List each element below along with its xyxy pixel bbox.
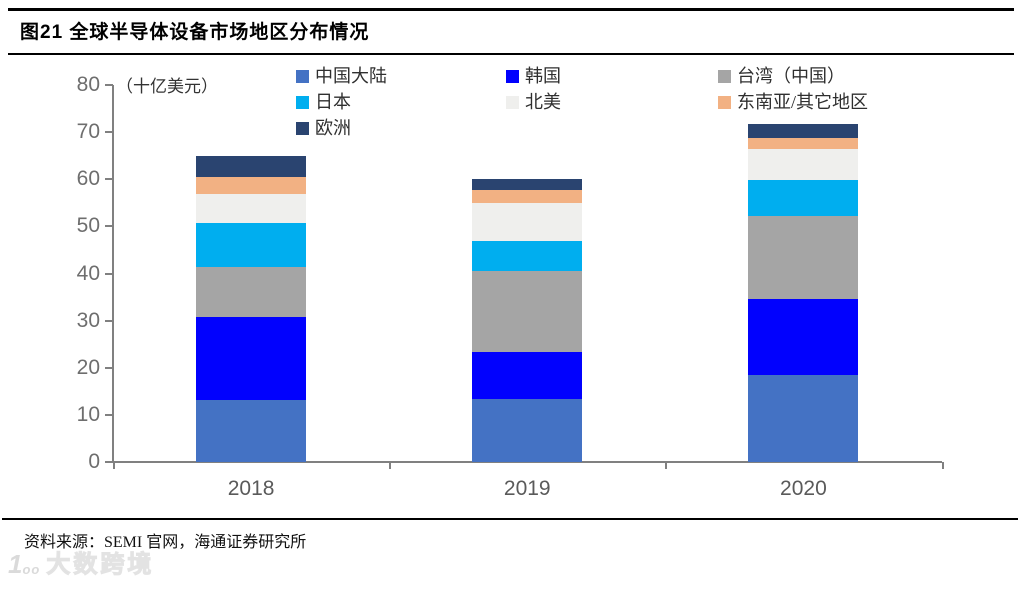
legend-swatch-icon [506, 69, 519, 83]
chart-legend: 中国大陆 韩国 台湾（中国） 日本 北美 东南亚/其它地区欧洲 [296, 63, 868, 141]
legend-label: 东南亚/其它地区 [737, 92, 869, 112]
source-note: 资料来源：SEMI 官网，海通证券研究所 [24, 534, 307, 551]
figure-title: 图21 全球半导体设备市场地区分布情况 [20, 22, 370, 43]
legend-swatch-icon [506, 95, 519, 109]
bar-segment [472, 271, 583, 352]
watermark-logo-icon: 1oo [8, 549, 41, 579]
y-axis-tick [105, 131, 113, 134]
y-axis-tick [105, 272, 113, 275]
y-axis-tick [105, 178, 113, 181]
x-axis-tick [941, 462, 944, 469]
y-tick-label: 30 [76, 308, 100, 332]
y-axis-unit-label: （十亿美元） [116, 77, 218, 96]
legend-swatch-icon [296, 121, 309, 135]
bar-segment [748, 149, 859, 181]
y-tick-label: 10 [76, 402, 100, 426]
y-tick-label: 70 [76, 120, 100, 144]
bar-segment [472, 351, 583, 399]
legend-item: 韩国 [506, 63, 718, 89]
x-tick-label: 2018 [227, 477, 275, 500]
x-axis-tick [665, 462, 668, 469]
legend-label: 日本 [315, 92, 351, 112]
legend-label: 欧洲 [315, 118, 351, 138]
bar-segment [472, 190, 583, 203]
y-tick-label: 20 [76, 355, 100, 379]
y-tick-label: 40 [76, 261, 100, 285]
bar-segment [748, 138, 859, 150]
y-axis-tick [105, 225, 113, 228]
bar-segment [748, 124, 859, 139]
bar-segment [472, 398, 583, 462]
legend-item: 东南亚/其它地区 [718, 89, 868, 115]
watermark: 1oo 大数跨境 [8, 551, 154, 579]
y-axis-tick [105, 84, 113, 86]
bar-segment [748, 375, 859, 462]
legend-swatch-icon [296, 69, 309, 83]
bar-segment [748, 180, 859, 217]
legend-item: 日本 [296, 89, 506, 115]
bar-segment [196, 194, 307, 223]
title-bottom-rule [8, 53, 1014, 55]
x-tick-label: 2020 [780, 477, 827, 500]
legend-item: 台湾（中国） [718, 63, 868, 89]
legend-label: 台湾（中国） [737, 66, 845, 86]
y-axis-tick [105, 319, 113, 322]
legend-swatch-icon [718, 69, 731, 83]
bar-segment [196, 266, 307, 317]
bar-segment [196, 156, 307, 177]
bar-segment [196, 176, 307, 195]
legend-label: 北美 [525, 92, 561, 112]
y-axis-tick [105, 366, 113, 369]
y-axis-line [112, 85, 114, 463]
x-axis-tick [113, 462, 115, 469]
bar-segment [196, 400, 307, 462]
bar-segment [748, 216, 859, 300]
legend-swatch-icon [296, 95, 309, 109]
y-tick-label: 0 [88, 450, 100, 473]
title-top-rule [8, 8, 1014, 11]
legend-item: 欧洲 [296, 115, 506, 141]
y-axis-tick [105, 461, 113, 463]
legend-item: 北美 [506, 89, 718, 115]
y-axis-tick [105, 413, 113, 416]
bar-segment [472, 202, 583, 242]
legend-label: 韩国 [525, 66, 561, 86]
x-axis-line [112, 461, 942, 463]
y-tick-label: 50 [76, 214, 100, 238]
watermark-text: 大数跨境 [46, 552, 155, 579]
legend-swatch-icon [718, 95, 731, 109]
bar-segment [196, 316, 307, 401]
x-tick-label: 2019 [503, 477, 551, 500]
legend-label: 中国大陆 [315, 66, 387, 86]
bar-segment [748, 299, 859, 376]
legend-item: 中国大陆 [296, 63, 506, 89]
x-axis-tick [389, 462, 392, 469]
bar-segment [472, 241, 583, 272]
bar-segment [472, 179, 583, 191]
y-tick-label: 60 [76, 167, 100, 191]
bar-segment [196, 222, 307, 267]
footer-rule [2, 518, 1018, 520]
y-tick-label: 80 [76, 73, 100, 96]
